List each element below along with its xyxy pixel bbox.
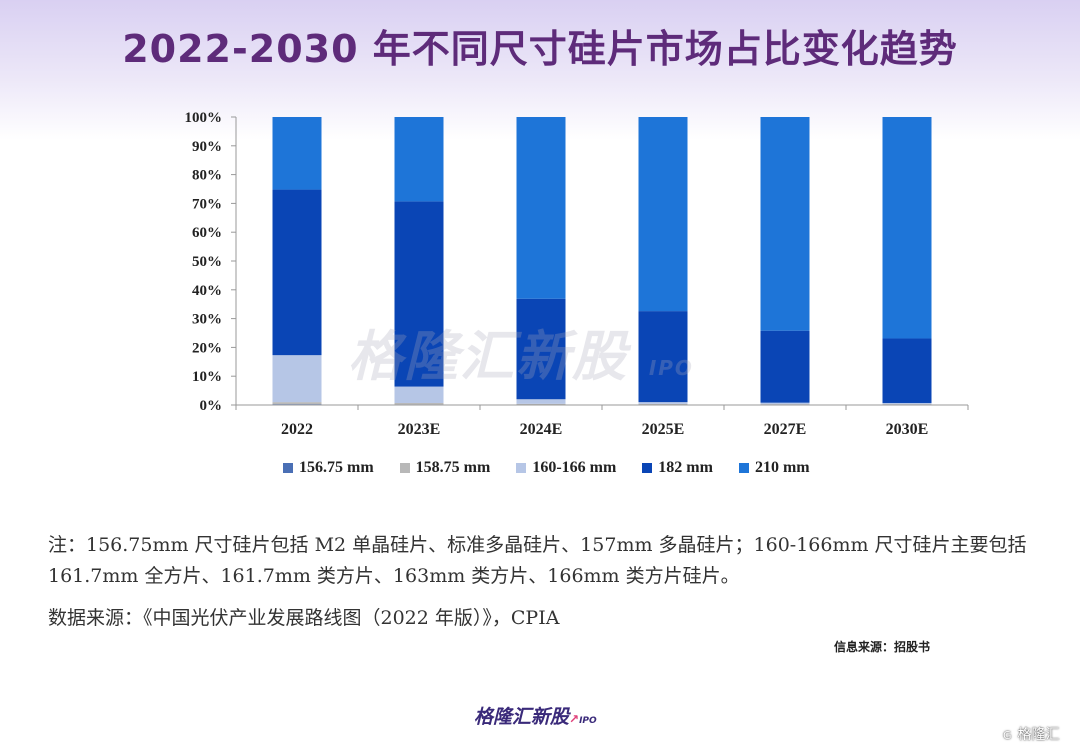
bar-segment — [394, 402, 444, 405]
legend-item: 160-166 mm — [516, 459, 616, 477]
bar-segment — [882, 402, 932, 405]
bar-segment — [272, 355, 322, 403]
footer-logo: 格隆汇新股↗IPO — [474, 702, 597, 729]
legend-swatch — [283, 463, 293, 473]
legend-label: 156.75 mm — [299, 459, 374, 476]
legend-swatch — [738, 463, 749, 473]
bar-segment — [394, 117, 444, 202]
legend-swatch — [399, 463, 410, 473]
bar-segment — [760, 330, 810, 403]
bar-segment — [394, 386, 444, 403]
bar-segment — [882, 117, 932, 339]
watermark-text: 格隆汇新股 — [348, 325, 628, 388]
info-source: 信息来源：招股书 — [834, 640, 931, 654]
y-tick-label: 40% — [192, 283, 222, 299]
trend-arrow-icon: ↗ — [569, 712, 580, 726]
bar-segment — [882, 404, 932, 405]
bar-segment — [760, 404, 810, 405]
footer-logo-text: 格隆汇新股 — [474, 706, 570, 728]
y-tick-label: 70% — [192, 196, 222, 212]
data-source: 数据来源：《中国光伏产业发展路线图（2022 年版）》，CPIA — [48, 607, 560, 629]
y-tick-label: 100% — [185, 110, 223, 126]
y-tick-label: 80% — [192, 168, 222, 184]
y-tick-label: 20% — [192, 340, 222, 356]
y-tick-label: 60% — [192, 225, 222, 241]
bars — [272, 117, 932, 405]
y-tick-label: 50% — [192, 254, 222, 270]
bar-segment — [638, 117, 688, 312]
x-axis: 2022 2023E 2024E 2025E 2027E 2030E — [235, 404, 969, 438]
bar-segment — [516, 399, 566, 404]
bar-segment — [272, 189, 322, 356]
bar-segment — [882, 338, 932, 403]
y-tick-label: 30% — [192, 312, 222, 328]
stacked-bar-chart: 0%10%20%30%40%50%60%70%80%90%100% 2022 20… — [185, 110, 969, 438]
bar-segment — [272, 117, 322, 190]
legend-item: 158.75 mm — [399, 459, 491, 477]
bar-segment — [638, 311, 688, 403]
footnote: 注：156.75mm 尺寸硅片包括 M2 单晶硅片、标准多晶硅片、157mm 多… — [48, 534, 1027, 587]
footer-logo-suffix: IPO — [579, 716, 597, 726]
bar-segment — [760, 402, 810, 405]
bar-segment — [760, 117, 810, 331]
legend-label: 158.75 mm — [415, 459, 491, 476]
bar-segment — [516, 298, 566, 400]
y-tick-label: 0% — [200, 398, 223, 414]
legend-label: 160-166 mm — [532, 459, 617, 476]
page-title: 2022-2030 年不同尺寸硅片市场占比变化趋势 — [122, 27, 958, 71]
corner-watermark: G 格隆汇 — [1000, 724, 1060, 744]
watermark-suffix: IPO — [648, 356, 694, 380]
y-axis: 0% 10% 20% 30% 40% 50% 60% 70% 80% 90% 100% — [185, 110, 237, 414]
bar-segment — [638, 402, 688, 404]
legend-label: 182 mm — [658, 459, 713, 476]
bar-segment — [516, 117, 566, 299]
x-tick-label: 2027E — [764, 421, 807, 438]
x-tick-label: 2024E — [520, 421, 563, 438]
chart-legend: 156.75 mm 158.75 mm 160-166 mm 182 mm 210 mm — [283, 459, 810, 477]
bar-segment — [516, 403, 566, 405]
watermark: 格隆汇新股 IPO — [348, 312, 694, 391]
legend-swatch — [516, 463, 527, 473]
bar-segment — [638, 403, 688, 405]
bar-segment — [272, 402, 322, 405]
x-tick-label: 2025E — [642, 421, 685, 438]
x-tick-label: 2030E — [886, 421, 929, 438]
legend-swatch — [642, 463, 653, 473]
legend-label: 210 mm — [754, 459, 810, 476]
bar-segment — [394, 201, 444, 387]
y-tick-label: 90% — [192, 139, 222, 155]
legend-item: 182 mm — [642, 459, 713, 477]
corner-watermark-text: 格隆汇 — [1017, 727, 1060, 743]
y-tick-label: 10% — [192, 369, 222, 385]
legend-item: 156.75 mm — [283, 459, 374, 477]
legend-item: 210 mm — [738, 459, 810, 477]
x-tick-label: 2022 — [281, 421, 313, 438]
header-background — [0, 0, 1080, 140]
corner-logo-icon: G — [1000, 728, 1015, 743]
x-tick-label: 2023E — [398, 421, 441, 438]
